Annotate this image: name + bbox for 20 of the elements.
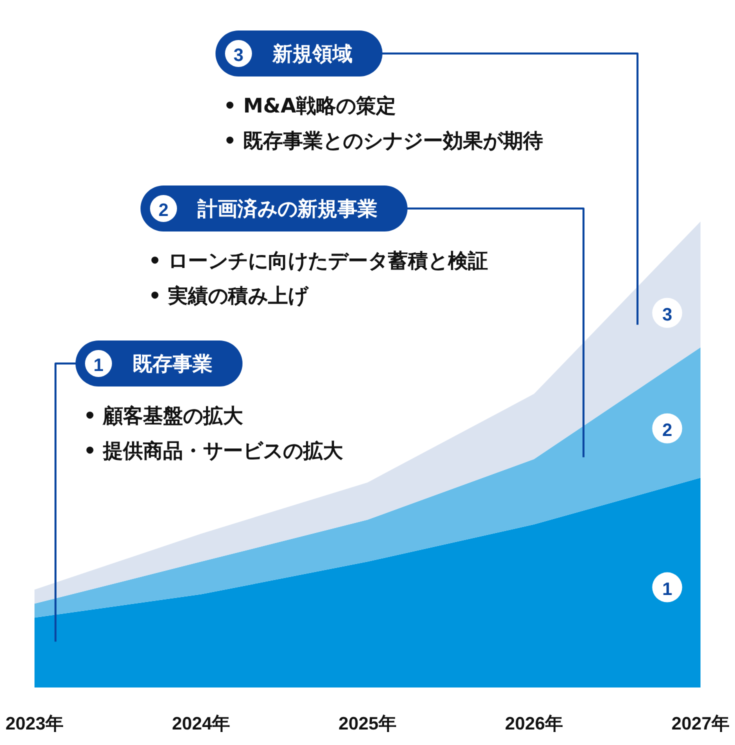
annotation: • 実績の積み上げ: [148, 284, 310, 308]
annotation: • ローンチに向けたデータ蓄積と検証: [148, 248, 488, 272]
text: • M&A戦略の策定: [224, 94, 396, 118]
annotation: • 提供商品・サービスの拡大: [84, 438, 344, 462]
text: 1: [93, 355, 104, 375]
annotation: 既存事業: [132, 352, 212, 376]
x-tick-label: 2023年: [5, 714, 64, 734]
text: • 既存事業とのシナジー効果が期待: [224, 128, 544, 152]
x-tick-label: 2027年: [671, 714, 730, 734]
series-label: 1: [662, 578, 672, 599]
x-tick-label: 2025年: [338, 714, 397, 734]
text: 新規領域: [272, 42, 352, 66]
text: 2: [158, 200, 169, 220]
annotation: • 顧客基盤の拡大: [84, 404, 244, 428]
x-tick-label: 2024年: [172, 714, 230, 734]
series-label: 3: [662, 304, 672, 324]
text: 計画済みの新規事業: [196, 196, 378, 220]
text: 3: [233, 45, 244, 65]
x-tick-label: 2026年: [504, 714, 564, 734]
series-label: 2: [662, 420, 672, 440]
